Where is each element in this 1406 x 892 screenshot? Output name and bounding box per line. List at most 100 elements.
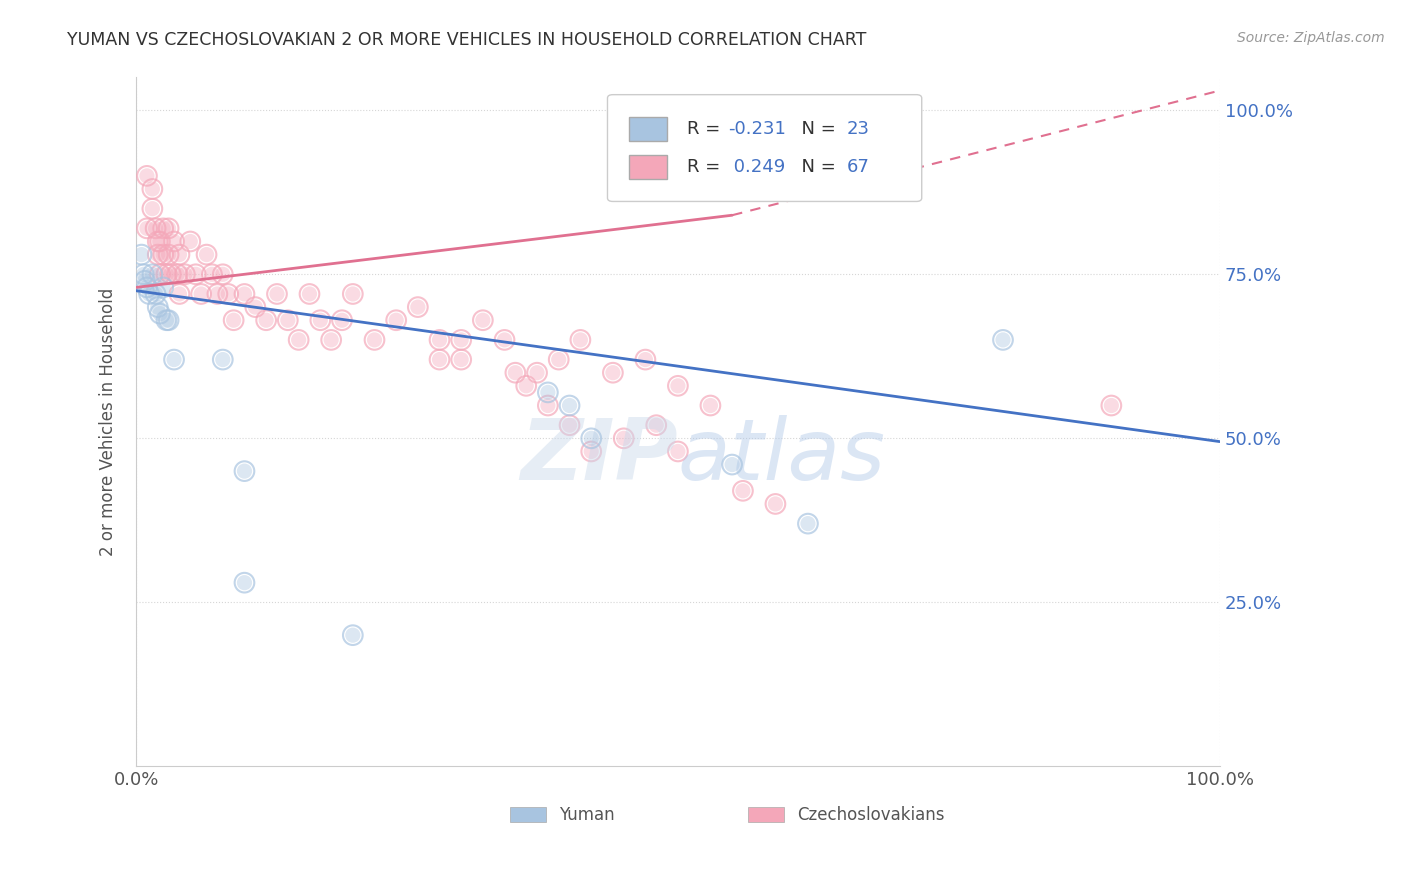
Point xyxy=(429,352,451,367)
Point xyxy=(201,267,224,281)
Point xyxy=(136,280,159,294)
Point xyxy=(134,274,156,288)
Point xyxy=(146,247,169,261)
Point xyxy=(558,418,581,433)
Point xyxy=(211,352,233,367)
Point xyxy=(515,379,537,393)
Point xyxy=(309,313,332,327)
Bar xyxy=(628,155,666,179)
Point xyxy=(132,267,155,281)
Point xyxy=(134,274,156,288)
Point xyxy=(179,235,201,249)
Point xyxy=(537,399,560,413)
Point xyxy=(233,575,256,590)
Point xyxy=(526,366,548,380)
Point xyxy=(157,221,180,235)
Point xyxy=(558,399,581,413)
Text: Source: ZipAtlas.com: Source: ZipAtlas.com xyxy=(1237,31,1385,45)
Point xyxy=(233,464,256,478)
Point xyxy=(163,352,186,367)
Point xyxy=(152,247,174,261)
Point xyxy=(471,313,494,327)
Point xyxy=(330,313,353,327)
Point xyxy=(155,267,177,281)
Point xyxy=(1099,399,1122,413)
Point xyxy=(254,313,277,327)
Point xyxy=(169,247,191,261)
Point xyxy=(141,182,163,196)
Point xyxy=(602,366,624,380)
Point xyxy=(159,267,181,281)
Point xyxy=(155,313,177,327)
Point xyxy=(217,287,239,301)
Point xyxy=(195,247,218,261)
Point xyxy=(515,379,537,393)
Text: 67: 67 xyxy=(846,158,870,176)
Point xyxy=(155,267,177,281)
Text: Yuman: Yuman xyxy=(558,805,614,823)
Point xyxy=(721,458,744,472)
Point xyxy=(173,267,195,281)
Point xyxy=(201,267,224,281)
Point xyxy=(429,352,451,367)
Point xyxy=(321,333,343,347)
Point xyxy=(233,464,256,478)
Point xyxy=(342,628,364,642)
Point xyxy=(136,280,159,294)
Point xyxy=(163,235,186,249)
Point xyxy=(450,352,472,367)
Point xyxy=(321,333,343,347)
Point xyxy=(266,287,288,301)
Point xyxy=(179,235,201,249)
Point xyxy=(342,628,364,642)
Point xyxy=(136,221,159,235)
Point xyxy=(233,575,256,590)
Point xyxy=(450,333,472,347)
Point xyxy=(136,221,159,235)
Point xyxy=(581,444,603,458)
Point xyxy=(581,431,603,445)
Point xyxy=(157,221,180,235)
Point xyxy=(146,235,169,249)
Point xyxy=(211,267,233,281)
Point xyxy=(173,267,195,281)
Point xyxy=(537,399,560,413)
Point xyxy=(145,287,167,301)
Point xyxy=(287,333,309,347)
Point xyxy=(547,352,569,367)
Point xyxy=(342,287,364,301)
Point xyxy=(634,352,657,367)
Point xyxy=(765,497,787,511)
Point xyxy=(581,431,603,445)
Point xyxy=(558,418,581,433)
Point xyxy=(245,300,267,314)
Point xyxy=(157,247,180,261)
Point xyxy=(163,352,186,367)
Point xyxy=(245,300,267,314)
Point xyxy=(207,287,229,301)
Point xyxy=(157,313,180,327)
Point xyxy=(298,287,321,301)
FancyBboxPatch shape xyxy=(607,95,922,202)
Point xyxy=(991,333,1014,347)
Text: R =: R = xyxy=(686,120,725,138)
Point xyxy=(141,202,163,216)
Point xyxy=(429,333,451,347)
Text: ZIP: ZIP xyxy=(520,415,678,498)
Point xyxy=(613,431,636,445)
Point xyxy=(666,379,689,393)
Point xyxy=(141,267,163,281)
Point xyxy=(277,313,299,327)
Point xyxy=(330,313,353,327)
Point xyxy=(505,366,527,380)
Point xyxy=(138,287,160,301)
Point xyxy=(211,352,233,367)
Text: YUMAN VS CZECHOSLOVAKIAN 2 OR MORE VEHICLES IN HOUSEHOLD CORRELATION CHART: YUMAN VS CZECHOSLOVAKIAN 2 OR MORE VEHIC… xyxy=(67,31,868,49)
Point xyxy=(569,333,592,347)
Point xyxy=(602,366,624,380)
Point xyxy=(613,431,636,445)
Point xyxy=(645,418,668,433)
Point xyxy=(166,267,188,281)
Point xyxy=(277,313,299,327)
Point xyxy=(141,202,163,216)
